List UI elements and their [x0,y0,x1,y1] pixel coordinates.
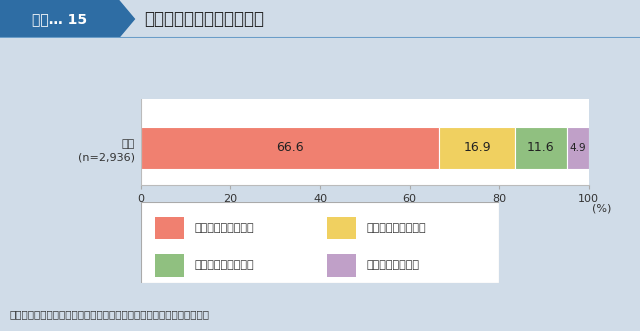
FancyBboxPatch shape [327,216,356,239]
Text: 図表… 15: 図表… 15 [31,12,87,26]
Polygon shape [118,0,134,38]
Text: 11.6: 11.6 [527,141,555,155]
Text: (%): (%) [592,204,611,213]
Bar [141,127,439,168]
FancyBboxPatch shape [141,202,499,283]
FancyBboxPatch shape [327,254,356,276]
FancyBboxPatch shape [155,216,184,239]
Text: 資料：内閣府「食育の現状と意識に関する調査」（平成２１年１２月）: 資料：内閣府「食育の現状と意識に関する調査」（平成２１年１２月） [10,309,210,319]
Bar [515,127,567,168]
Text: ほとんど食べない: ほとんど食べない [367,260,420,270]
FancyBboxPatch shape [155,254,184,276]
Bar [439,127,515,168]
Text: 4.9: 4.9 [570,143,586,153]
Text: 66.6: 66.6 [276,141,304,155]
Bar [567,127,589,168]
Text: 週に２～３日食べる: 週に２～３日食べる [195,260,254,270]
Text: 週に４～５日食べる: 週に４～５日食べる [367,223,426,233]
Text: ほとんど毎日食べる: ほとんど毎日食べる [195,223,254,233]
Text: バランスの良い食事の頻度: バランスの良い食事の頻度 [144,10,264,28]
FancyBboxPatch shape [0,0,118,38]
Text: 16.9: 16.9 [463,141,491,155]
